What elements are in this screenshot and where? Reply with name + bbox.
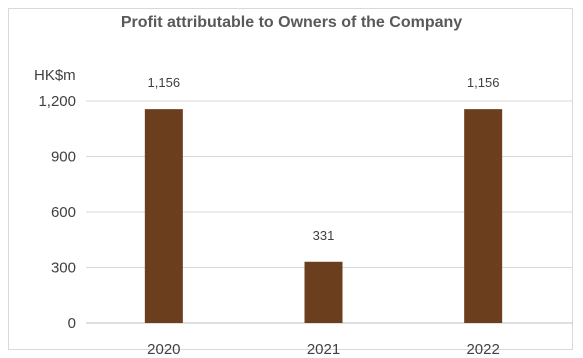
y-tick-label: 900 [51, 149, 76, 166]
x-tick-label-2021: 2021 [307, 341, 340, 358]
y-axis-ticks: 0 300 600 900 1,200 [38, 93, 76, 332]
x-tick-label-2020: 2020 [147, 341, 180, 358]
y-tick-label: 1,200 [38, 93, 76, 110]
y-tick-label: 600 [51, 204, 76, 221]
data-label-2021: 331 [313, 228, 335, 243]
x-axis-ticks: 2020 2021 2022 [147, 341, 500, 358]
y-tick-label: 300 [51, 260, 76, 277]
y-tick-label: 0 [68, 315, 76, 332]
bars [145, 109, 502, 323]
bar-2021 [305, 262, 343, 323]
bar-2020 [145, 109, 183, 323]
data-labels: 1,156 331 1,156 [148, 75, 500, 243]
data-label-2020: 1,156 [148, 75, 181, 90]
x-tick-label-2022: 2022 [466, 341, 499, 358]
data-label-2022: 1,156 [467, 75, 500, 90]
bar-2022 [464, 109, 502, 323]
